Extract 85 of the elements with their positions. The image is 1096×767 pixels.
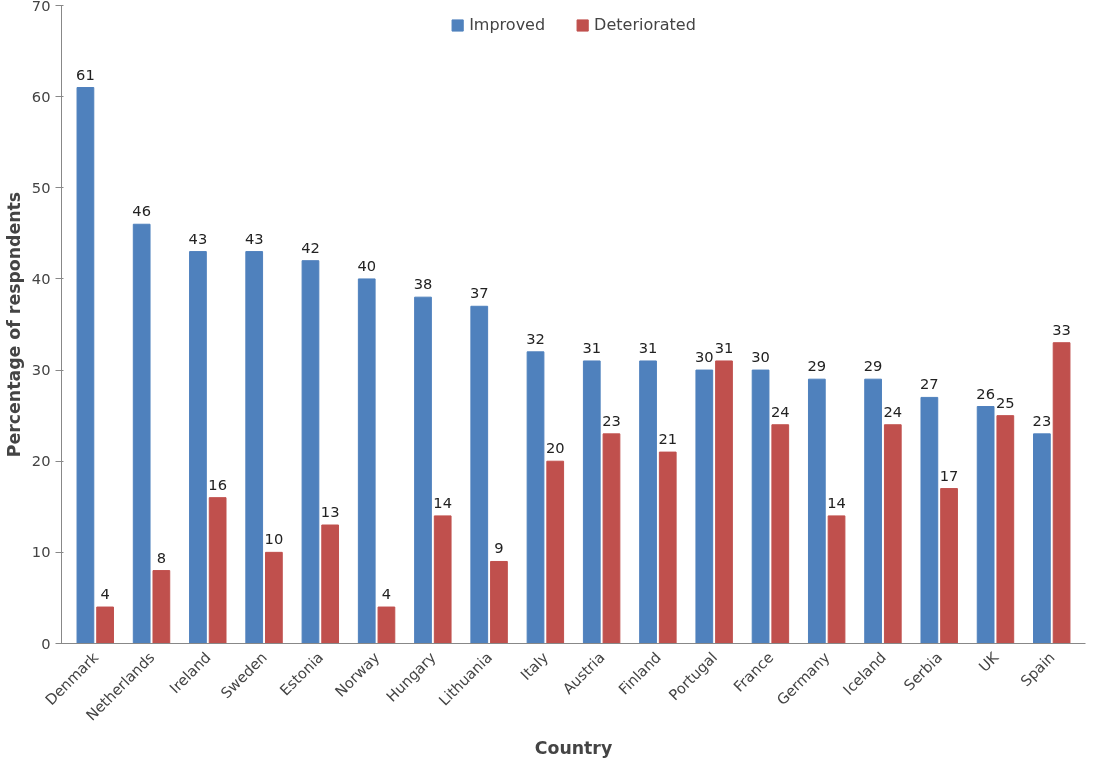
bar [1052,342,1071,644]
data-label: 13 [320,503,340,521]
bar [321,524,340,644]
bar [152,570,171,644]
data-label: 27 [920,375,939,393]
data-label: 32 [526,329,545,347]
bar [940,488,958,644]
bar [582,360,601,644]
data-label: 26 [976,384,995,402]
bar [208,497,227,644]
y-tick-label: 30 [31,361,51,379]
bar [751,369,770,644]
bar [265,551,283,644]
data-label: 29 [807,357,827,375]
x-axis-title: Country [534,737,613,758]
bar [658,451,677,644]
bar [639,360,657,644]
bar [976,406,995,644]
data-label: 23 [1032,411,1052,429]
bar [490,560,508,644]
x-tick-label: UK [975,648,1002,675]
bar [715,360,733,644]
data-label: 31 [638,338,658,356]
data-label: 16 [208,475,227,493]
bar [883,424,902,644]
data-label: 14 [433,493,453,511]
bar [996,415,1015,644]
bar [827,515,846,644]
y-tick-label: 40 [31,269,51,287]
bar [76,87,95,644]
legend-label: Improved [469,15,546,34]
y-tick-label: 0 [41,634,51,652]
y-axis-title: Percentage of respondents [3,191,24,458]
bar [526,351,545,644]
y-tick-label: 20 [31,452,51,470]
data-label: 25 [996,393,1015,411]
data-label: 24 [883,402,903,420]
bar [301,260,320,644]
bar [189,251,207,644]
data-label: 29 [863,357,883,375]
data-label: 43 [244,229,264,247]
y-tick-label: 60 [31,87,51,105]
data-label: 8 [156,548,167,566]
bar [414,296,432,644]
data-label: 38 [413,275,433,293]
bar [546,460,565,644]
bar [377,606,396,644]
data-label: 31 [582,338,602,356]
bar [433,515,452,644]
data-label: 9 [494,539,504,557]
data-label: 30 [751,348,770,366]
data-label: 10 [264,530,284,548]
data-label: 20 [545,439,565,457]
data-label: 42 [301,238,320,256]
bar [96,606,114,644]
bar [771,424,790,644]
data-label: 43 [188,229,208,247]
data-label: 21 [658,430,678,448]
y-tick-label: 50 [31,178,51,196]
data-label: 4 [381,585,392,603]
data-label: 31 [714,338,734,356]
legend-label: Deteriorated [594,15,696,34]
data-label: 14 [827,493,846,511]
bar [357,278,376,644]
bar [470,305,489,644]
bar [864,378,882,644]
bar [245,251,264,644]
bar [132,223,151,644]
y-tick-label: 70 [31,0,51,14]
bar [695,369,714,644]
bar [1033,433,1051,644]
data-label: 37 [469,284,489,302]
data-label: 46 [132,202,152,220]
bar [602,433,621,644]
data-label: 30 [694,348,714,366]
data-label: 23 [602,411,621,429]
data-label: 17 [939,466,959,484]
data-label: 4 [100,585,110,603]
data-label: 61 [76,65,95,83]
bar [920,396,939,644]
y-tick-label: 10 [31,543,51,561]
data-label: 40 [357,256,377,274]
data-label: 24 [770,402,790,420]
bar [807,378,826,644]
data-label: 33 [1052,320,1071,338]
